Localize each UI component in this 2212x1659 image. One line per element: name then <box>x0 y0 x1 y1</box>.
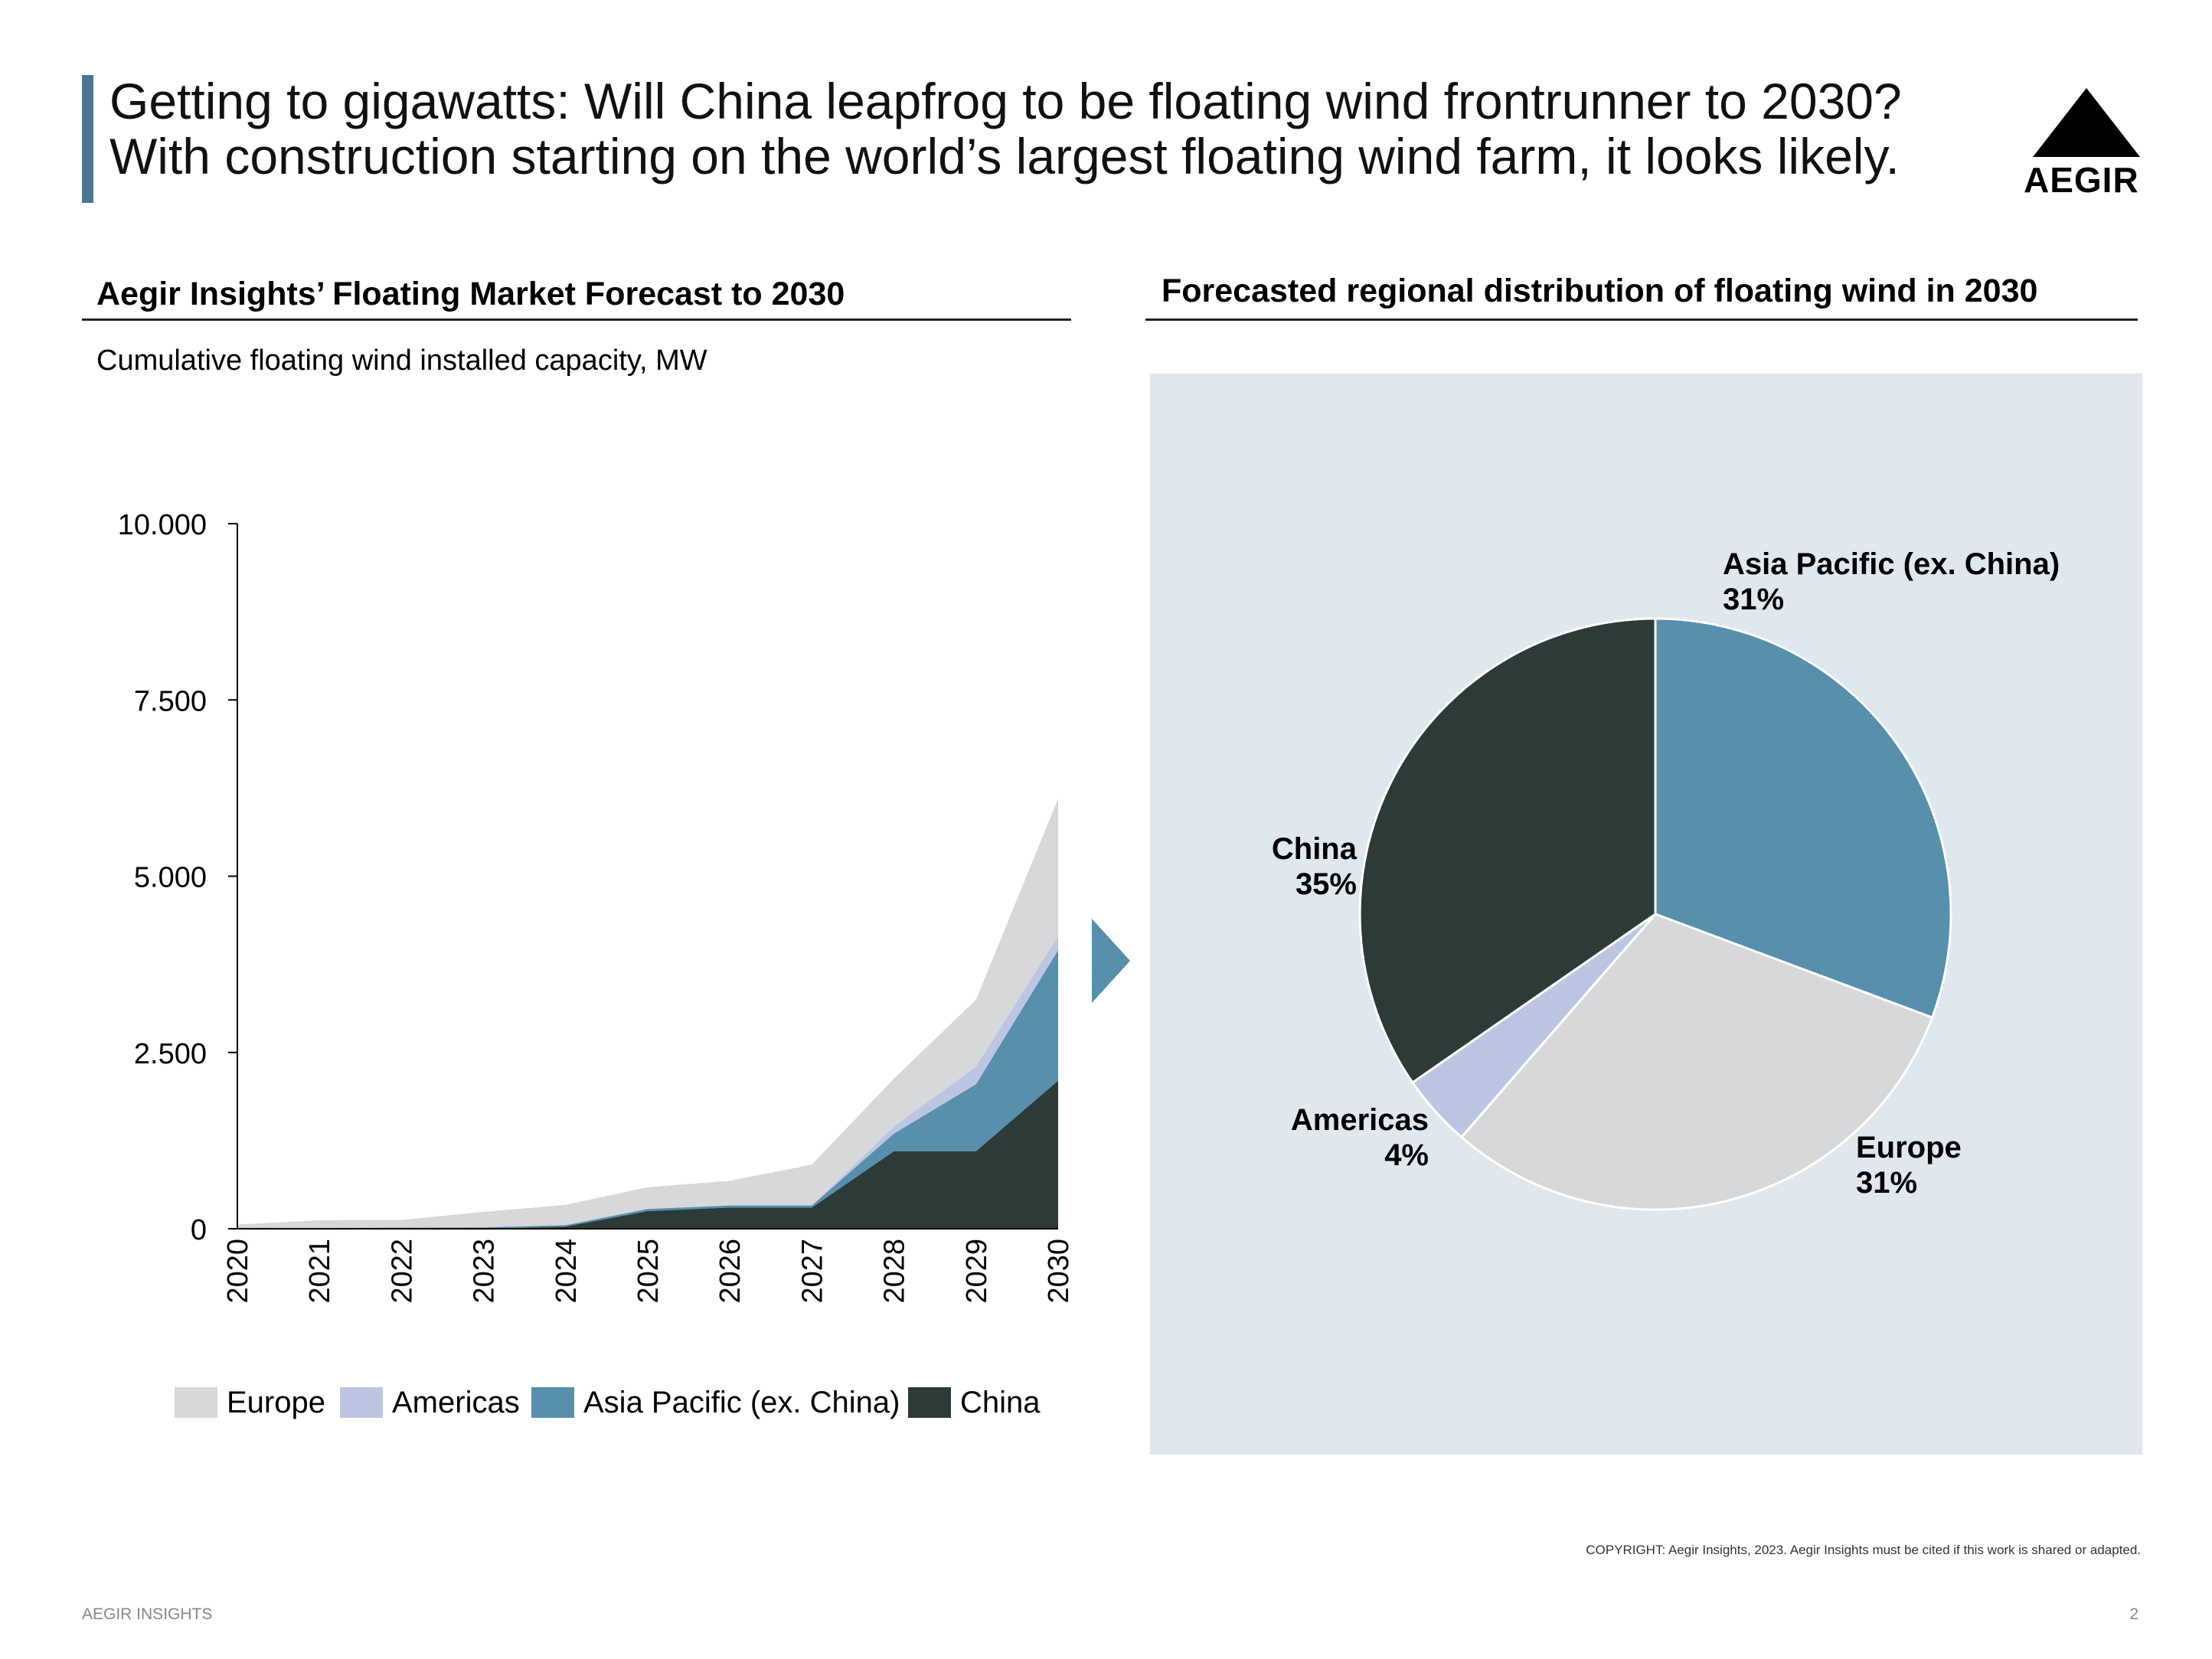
y-tick-label: 5.000 <box>134 862 207 894</box>
pie-label-europe-value: 31% <box>1856 1166 1918 1200</box>
left-title-rule <box>82 318 1071 321</box>
arrow-right-icon <box>1092 919 1130 1003</box>
legend-label-china: China <box>960 1386 1041 1419</box>
y-tick-label: 10.000 <box>118 509 207 541</box>
pie-label-americas-name: Americas <box>1290 1103 1429 1137</box>
page-headline: Getting to gigawatts: Will China leapfro… <box>109 73 2024 184</box>
legend-swatch-americas <box>340 1387 383 1418</box>
legend-label-asia-pacific: Asia Pacific (ex. China) <box>583 1386 900 1419</box>
headline-line-1: Getting to gigawatts: Will China leapfro… <box>109 73 1902 129</box>
pie-label-europe: Europe 31% <box>1856 1130 1962 1200</box>
x-tick-label: 2028 <box>879 1239 911 1304</box>
pie-label-asia-pacific-value: 31% <box>1723 583 1785 616</box>
pie-label-china-value: 35% <box>1295 867 1357 901</box>
footer-brand: AEGIR INSIGHTS <box>82 1605 213 1623</box>
pie-slice-china <box>1358 617 1657 1085</box>
area-chart: 0 2.500 5.000 7.500 10.000 2020 2021 2022 2023 20… <box>118 509 1075 1304</box>
logo-text: AEGIR <box>2024 160 2139 200</box>
area-chart-title: Aegir Insights’ Floating Market Forecast… <box>96 276 845 312</box>
legend-label-americas: Americas <box>392 1386 520 1419</box>
x-tick-label: 2022 <box>386 1239 418 1304</box>
pie-chart <box>1358 617 1952 1211</box>
x-tick-label: 2030 <box>1043 1239 1075 1304</box>
pie-slice-europe <box>1459 913 1934 1211</box>
y-tick-label: 7.500 <box>134 685 207 717</box>
x-tick-label: 2027 <box>796 1239 828 1304</box>
aegir-logo-icon <box>2033 88 2140 157</box>
legend-swatch-asia-pacific <box>531 1387 574 1418</box>
pie-label-americas-value: 4% <box>1384 1138 1429 1172</box>
x-tick-label: 2024 <box>551 1239 583 1304</box>
accent-bar <box>82 75 93 203</box>
pie-label-china-name: China <box>1271 832 1357 866</box>
area-series-china <box>237 1080 1058 1229</box>
copyright-notice: COPYRIGHT: Aegir Insights, 2023. Aegir I… <box>1586 1543 2141 1557</box>
legend-swatch-china <box>908 1387 951 1418</box>
legend-label-europe: Europe <box>227 1386 325 1419</box>
x-tick-label: 2026 <box>714 1239 747 1304</box>
pie-label-europe-name: Europe <box>1856 1131 1962 1164</box>
y-tick-label: 0 <box>191 1214 207 1246</box>
right-title-rule <box>1145 318 2138 321</box>
pie-label-asia-pacific-name: Asia Pacific (ex. China) <box>1723 547 2060 581</box>
pie-chart-title: Forecasted regional distribution of floa… <box>1162 273 2038 309</box>
x-tick-label: 2025 <box>632 1239 665 1304</box>
y-tick-label: 2.500 <box>134 1038 207 1070</box>
pie-slice-asia-pacific-ex-china <box>1654 617 1952 1020</box>
x-tick-label: 2029 <box>961 1239 993 1304</box>
pie-label-china: China 35% <box>1225 831 1357 902</box>
pie-label-americas: Americas 4% <box>1256 1102 1429 1173</box>
headline-line-2: With construction starting on the world’… <box>109 128 1900 185</box>
x-tick-label: 2020 <box>222 1239 254 1304</box>
area-chart-subtitle: Cumulative floating wind installed capac… <box>96 345 707 377</box>
page-number: 2 <box>2129 1605 2138 1623</box>
x-tick-label: 2023 <box>469 1239 501 1304</box>
pie-label-asia-pacific: Asia Pacific (ex. China) 31% <box>1723 547 2060 617</box>
x-tick-label: 2021 <box>304 1239 336 1304</box>
legend-swatch-europe <box>175 1387 217 1418</box>
